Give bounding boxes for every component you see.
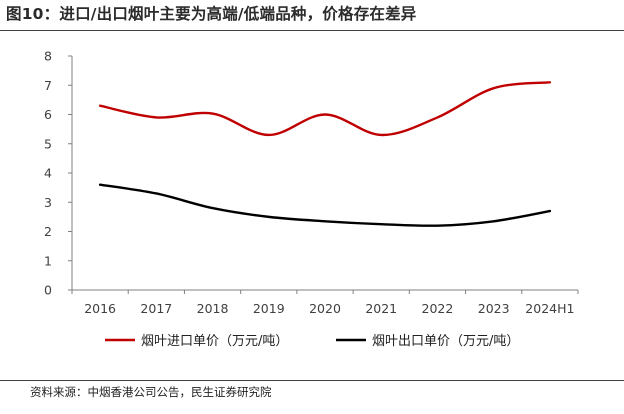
y-tick-label: 1 [44,253,52,268]
x-tick-label: 2024H1 [525,301,574,316]
y-tick-label: 2 [44,224,52,239]
x-tick-label: 2023 [478,301,510,316]
y-tick-label: 7 [44,78,52,93]
y-tick-label: 4 [44,166,52,181]
title-divider [0,30,624,31]
y-axis: 0 1 2 3 4 5 6 7 8 [44,49,73,298]
series-lines [98,81,552,227]
source-divider [0,380,624,381]
x-axis: 2016 2017 2018 2019 2020 2021 2022 2023 2024H1 [71,289,579,316]
x-tick-label: 2017 [140,301,172,316]
chart-title: 图10：进口/出口烟叶主要为高端/低端品种，价格存在差异 [6,5,417,23]
x-tick-label: 2016 [84,301,116,316]
y-tick-label: 5 [44,136,52,151]
x-tick-label: 2022 [422,301,454,316]
x-tick-label: 2021 [365,301,397,316]
source-note: 资料来源：中烟香港公司公告，民生证券研究院 [30,385,272,399]
x-tick-label: 2018 [197,301,229,316]
y-tick-label: 6 [44,107,52,122]
series-line-2 [98,183,552,227]
y-tick-label: 3 [44,195,52,210]
legend-label-1: 烟叶进口单价（万元/吨） [141,334,288,349]
x-tick-label: 2019 [253,301,285,316]
series-line-1 [98,81,552,137]
x-tick-label: 2020 [309,301,341,316]
legend-label-2: 烟叶出口单价（万元/吨） [372,334,519,349]
legend: 烟叶进口单价（万元/吨） 烟叶出口单价（万元/吨） [105,334,519,349]
y-tick-label: 0 [44,283,52,298]
y-tick-label: 8 [44,49,52,64]
